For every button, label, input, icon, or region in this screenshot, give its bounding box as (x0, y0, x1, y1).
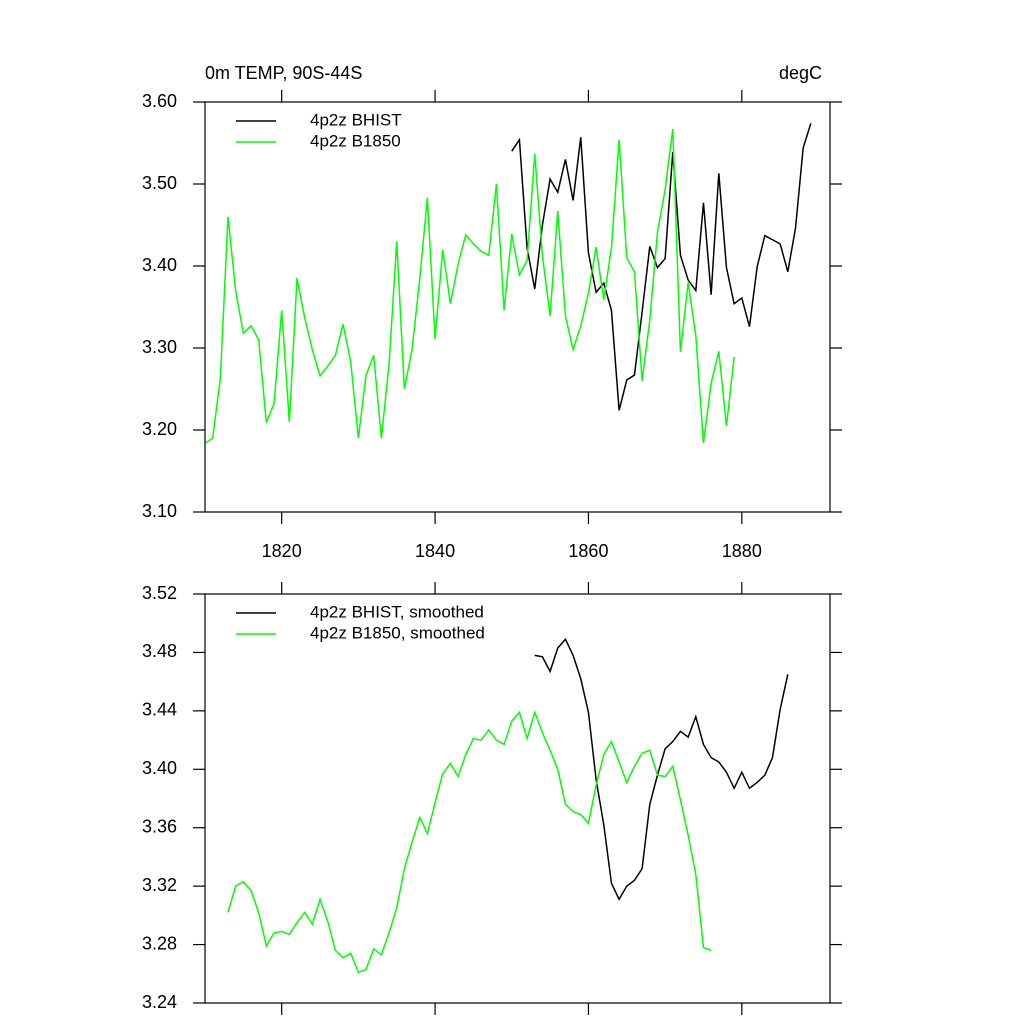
plot-frame (204, 593, 831, 1004)
units-label: degC (779, 63, 822, 83)
y-tick-label: 3.52 (142, 583, 177, 603)
y-tick-label: 3.40 (142, 255, 177, 275)
data-line (511, 123, 812, 411)
data-line (534, 637, 789, 901)
plot-frame (204, 101, 831, 513)
y-tick-label: 3.10 (142, 501, 177, 521)
y-tick-label: 3.48 (142, 641, 177, 661)
y-tick-label: 3.60 (142, 91, 177, 111)
x-tick-label: 1880 (722, 541, 762, 561)
y-tick-label: 3.28 (142, 933, 177, 953)
chart-title: 0m TEMP, 90S-44S (205, 63, 362, 83)
y-tick-label: 3.36 (142, 816, 177, 836)
legend-label: 4p2z BHIST, smoothed (310, 602, 484, 621)
y-tick-label: 3.24 (142, 992, 177, 1012)
y-tick-label: 3.40 (142, 758, 177, 778)
data-line (204, 128, 735, 444)
data-line (227, 709, 712, 974)
legend-label: 4p2z BHIST (310, 110, 402, 129)
y-tick-label: 3.30 (142, 337, 177, 357)
y-tick-label: 3.44 (142, 700, 177, 720)
y-tick-label: 3.20 (142, 419, 177, 439)
y-tick-label: 3.32 (142, 875, 177, 895)
y-tick-label: 3.50 (142, 173, 177, 193)
x-tick-label: 1860 (568, 541, 608, 561)
x-tick-label: 1840 (415, 541, 455, 561)
x-tick-label: 1820 (262, 541, 302, 561)
legend-label: 4p2z B1850, smoothed (310, 623, 485, 642)
legend-label: 4p2z B1850 (310, 131, 401, 150)
